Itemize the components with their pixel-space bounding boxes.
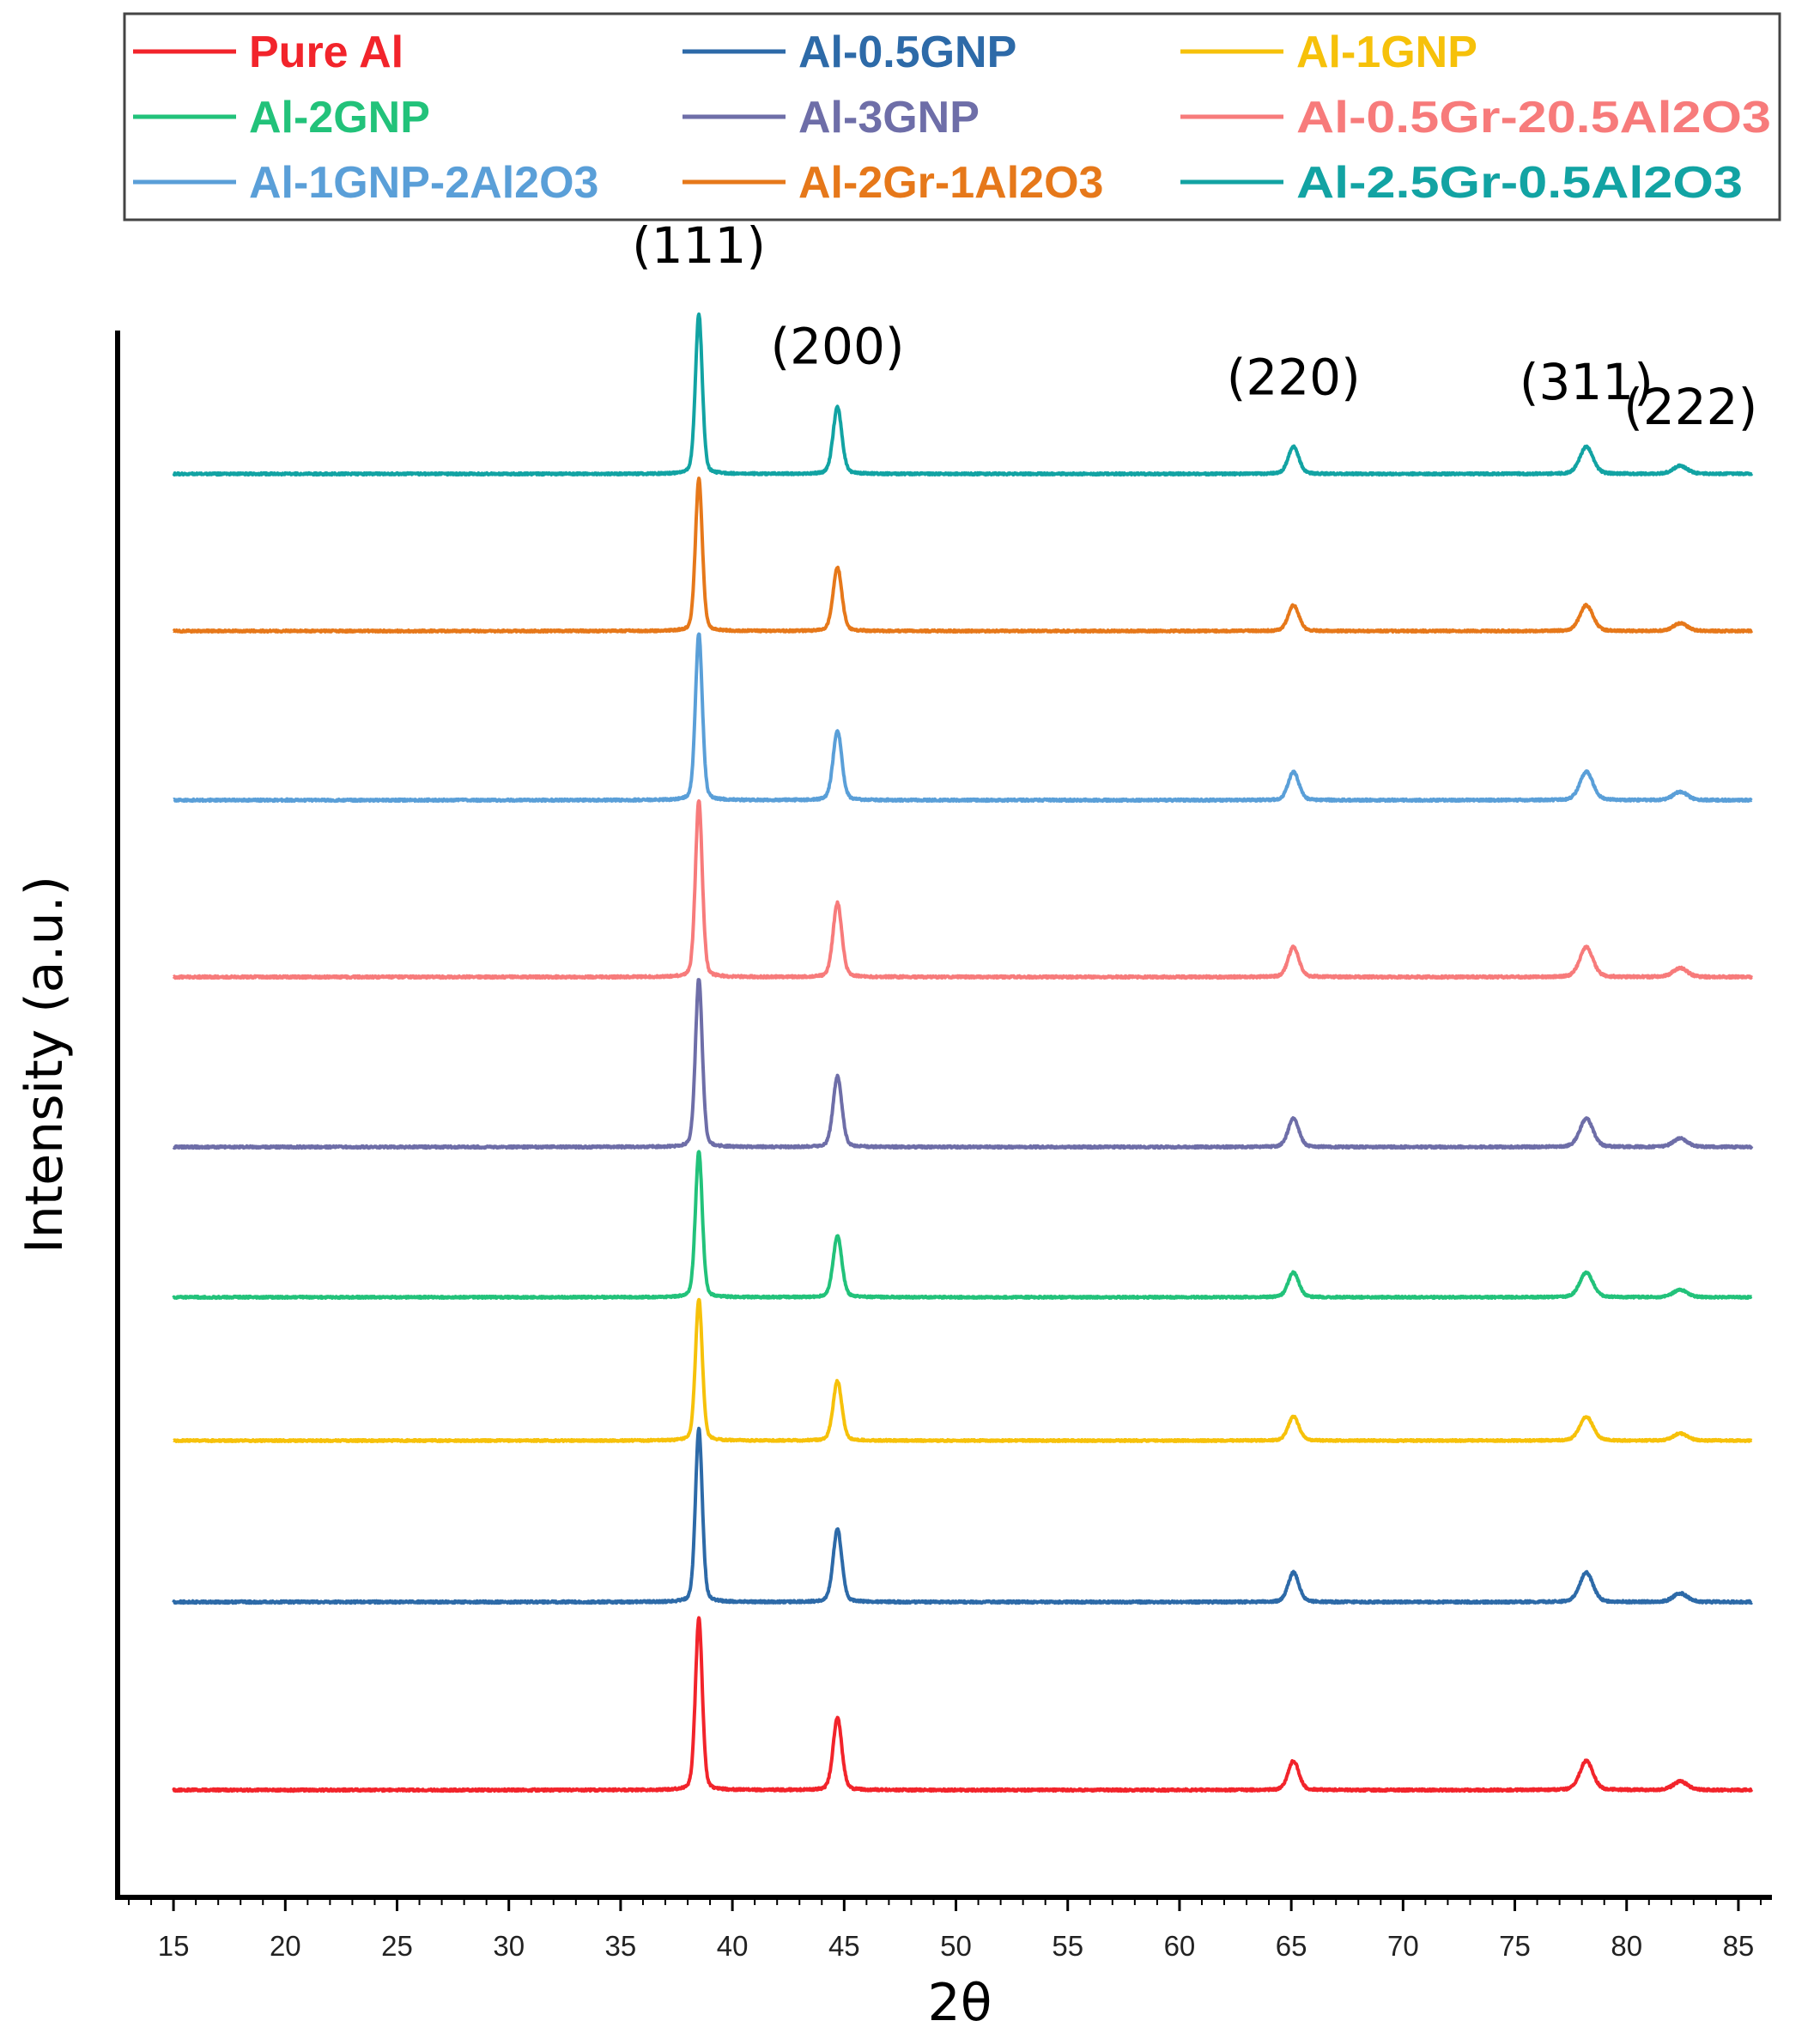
series-line-pure-al (172, 1616, 1754, 1793)
peak-labels: (111)(200) (220) (311)(222) (632, 216, 1757, 436)
x-ticks: 15 20 25 30 35 40 45 50 55 60 65 70 75 80 85 (128, 1897, 1762, 1962)
peak-label: (222) (1623, 378, 1757, 436)
x-tick-label: 55 (1052, 1930, 1083, 1962)
x-tick-label: 60 (1164, 1930, 1196, 1962)
legend-entry-al-0-5gnp: Al-0.5GNP (682, 27, 1016, 77)
axes (115, 331, 1772, 1900)
x-tick-label: 40 (717, 1930, 749, 1962)
peak-label: (220) (1227, 348, 1361, 406)
legend-label: Al-2.5Gr-0.5Al2O3 (1296, 158, 1743, 208)
series-line-al-1gnp (172, 1297, 1753, 1443)
legend-label: Pure Al (249, 27, 403, 77)
legend-frame (123, 12, 1781, 222)
x-tick-label: 15 (158, 1930, 190, 1962)
x-tick-label: 45 (828, 1930, 860, 1962)
legend-entry-al-0-5gr-20-5al2o3: Al-0.5Gr-20.5Al2O3 (1180, 93, 1771, 143)
x-tick-label: 50 (940, 1930, 972, 1962)
x-tick-label: 85 (1723, 1930, 1755, 1962)
x-tick-label: 20 (270, 1930, 301, 1962)
legend: Pure Al Al-0.5GNP Al-1GNP Al-2GNP Al-3GN… (123, 12, 1781, 222)
peak-label: (111) (632, 216, 766, 275)
series-line-al-2gr-1al2o3 (172, 476, 1754, 634)
legend-entry-al-2-5gr-0-5al2o3: Al-2.5Gr-0.5Al2O3 (1180, 158, 1743, 208)
x-axis-title: 2θ (928, 1973, 992, 2033)
series-line-al-2gnp (172, 1150, 1753, 1300)
series-layer (172, 312, 1754, 1793)
x-tick-label: 25 (381, 1930, 413, 1962)
x-tick-label: 65 (1276, 1930, 1307, 1962)
series-line-al-0-5gr-20-5al2o3 (172, 799, 1754, 980)
legend-label: Al-1GNP-2Al2O3 (249, 158, 598, 208)
x-tick-label: 75 (1499, 1930, 1531, 1962)
series-line-al-3gnp (172, 978, 1754, 1150)
x-tick-label: 80 (1611, 1930, 1642, 1962)
series-line-al-2-5gr-0-5al2o3 (172, 312, 1754, 477)
legend-entry-al-2gr-1al2o3: Al-2Gr-1Al2O3 (682, 158, 1103, 208)
x-tick-label: 70 (1387, 1930, 1419, 1962)
legend-entry-al-1gnp: Al-1GNP (1180, 27, 1477, 77)
legend-entry-al-2gnp: Al-2GNP (133, 93, 430, 143)
legend-entry-al-1gnp-2al2o3: Al-1GNP-2Al2O3 (133, 158, 598, 208)
x-tick-label: 30 (493, 1930, 525, 1962)
legend-entry-pure-al: Pure Al (133, 27, 403, 77)
peak-label: (200) (771, 317, 905, 375)
legend-label: Al-2GNP (249, 93, 430, 143)
legend-label: Al-0.5Gr-20.5Al2O3 (1296, 93, 1771, 143)
peak-label: (311) (1520, 353, 1653, 411)
legend-label: Al-0.5GNP (798, 27, 1016, 77)
legend-entry-al-3gnp: Al-3GNP (682, 93, 980, 143)
legend-label: Al-2Gr-1Al2O3 (798, 158, 1103, 208)
legend-label: Al-3GNP (798, 93, 980, 143)
y-axis-title: Intensity (a.u.) (15, 876, 75, 1253)
x-tick-label: 35 (605, 1930, 637, 1962)
series-line-al-0-5gnp (172, 1426, 1754, 1605)
series-line-al-1gnp-2al2o3 (172, 632, 1753, 804)
legend-label: Al-1GNP (1296, 27, 1477, 77)
